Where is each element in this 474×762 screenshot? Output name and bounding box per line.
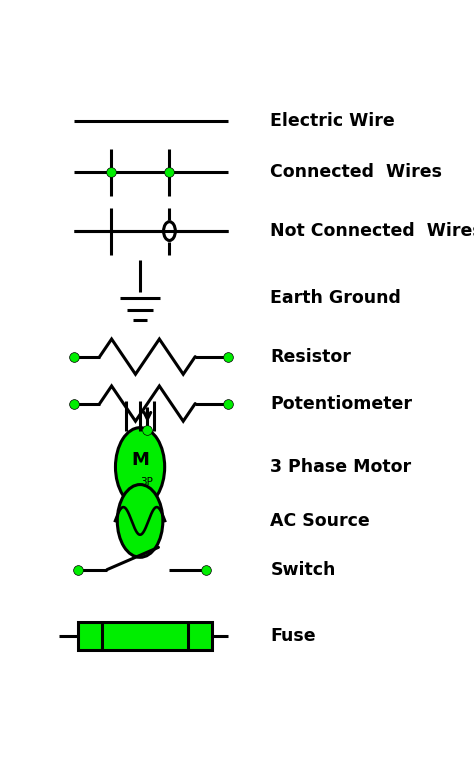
Text: Fuse: Fuse xyxy=(271,627,316,645)
Text: Potentiometer: Potentiometer xyxy=(271,395,412,412)
Text: M: M xyxy=(131,451,149,469)
Circle shape xyxy=(116,427,164,506)
Circle shape xyxy=(117,485,163,557)
Text: Switch: Switch xyxy=(271,561,336,578)
Text: Resistor: Resistor xyxy=(271,347,351,366)
Text: 3 Phase Motor: 3 Phase Motor xyxy=(271,458,411,476)
Text: Connected  Wires: Connected Wires xyxy=(271,163,442,181)
Text: Not Connected  Wires: Not Connected Wires xyxy=(271,222,474,240)
Text: 3P: 3P xyxy=(140,476,153,487)
Text: Earth Ground: Earth Ground xyxy=(271,289,401,307)
Text: Electric Wire: Electric Wire xyxy=(271,112,395,130)
FancyBboxPatch shape xyxy=(78,622,212,650)
Text: AC Source: AC Source xyxy=(271,512,370,530)
